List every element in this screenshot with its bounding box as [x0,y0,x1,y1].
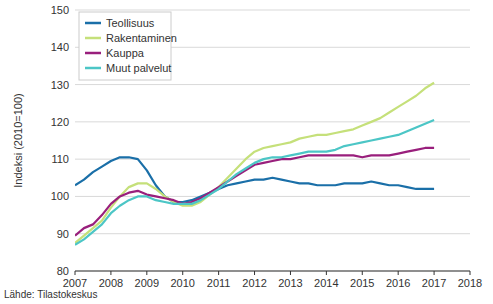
x-tick-label: 2018 [458,277,482,289]
legend-label: Rakentaminen [106,32,177,44]
y-tick-label: 150 [51,4,69,16]
x-tick [146,271,147,275]
x-tick-label: 2011 [207,277,231,289]
y-tick-label: 80 [57,265,69,277]
grid-line [75,10,470,11]
y-tick-label: 120 [51,116,69,128]
y-tick-label: 140 [51,41,69,53]
y-axis-label: Indeksi (2010=100) [12,93,24,187]
grid-line [75,233,470,234]
x-tick [254,271,255,275]
y-tick-label: 110 [51,153,69,165]
x-tick-label: 2014 [314,277,338,289]
x-tick-label: 2009 [135,277,159,289]
x-tick [326,271,327,275]
chart: 80 90 100 110 120 130 140 150 2007 2008 2009 2010 20… [0,0,493,304]
x-tick [470,271,471,275]
y-tick-label: 90 [57,228,69,240]
x-tick [218,271,219,275]
x-tick-label: 2010 [170,277,194,289]
legend-swatch [85,37,101,40]
source-note: Lähde: Tilastokeskus [4,289,97,300]
x-tick-label: 2007 [63,277,87,289]
grid-line [75,84,470,85]
x-axis [75,271,470,272]
plot-lines [75,83,434,245]
grid-line [75,121,470,122]
grid-line [75,271,470,272]
x-tick [362,271,363,275]
x-tick [398,271,399,275]
legend-swatch [85,67,101,70]
legend-swatch [85,52,101,55]
x-tick-label: 2017 [422,277,446,289]
x-tick [75,271,76,275]
x-tick-label: 2016 [386,277,410,289]
series-line [75,120,434,245]
x-tick-label: 2013 [278,277,302,289]
x-tick-label: 2015 [350,277,374,289]
legend-label: Kauppa [106,47,145,59]
y-tick-label: 100 [51,190,69,202]
series-line [75,148,434,236]
x-tick [434,271,435,275]
legend-box [79,12,171,80]
x-tick [110,271,111,275]
legend-label: Teollisuus [106,17,155,29]
x-tick [182,271,183,275]
x-tick-label: 2008 [99,277,123,289]
x-tick [290,271,291,275]
legend-label: Muut palvelut [106,62,171,74]
y-tick-label: 130 [51,79,69,91]
x-tick-label: 2012 [242,277,266,289]
legend-swatch [85,22,101,25]
